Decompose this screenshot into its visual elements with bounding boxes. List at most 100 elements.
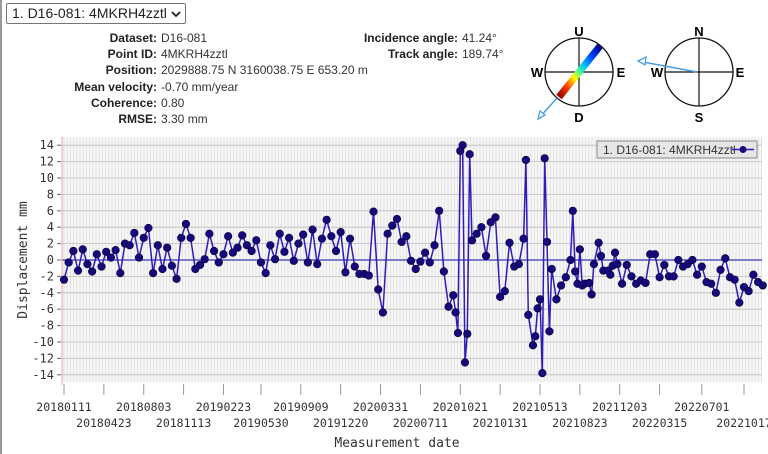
data-point[interactable]	[430, 241, 439, 250]
data-point[interactable]	[439, 267, 448, 276]
data-point[interactable]	[660, 260, 669, 270]
data-point[interactable]	[374, 285, 383, 294]
data-point[interactable]	[83, 260, 92, 269]
data-point[interactable]	[449, 291, 458, 300]
data-point[interactable]	[266, 241, 275, 250]
data-point[interactable]	[406, 256, 416, 265]
data-point[interactable]	[392, 214, 402, 224]
data-point[interactable]	[308, 225, 317, 234]
data-point[interactable]	[535, 295, 545, 304]
data-point[interactable]	[707, 279, 716, 288]
data-point[interactable]	[744, 287, 753, 296]
data-point[interactable]	[125, 241, 134, 250]
data-point[interactable]	[613, 260, 622, 269]
data-point[interactable]	[505, 238, 514, 247]
data-point[interactable]	[500, 287, 509, 296]
data-point[interactable]	[566, 255, 575, 265]
data-point[interactable]	[341, 268, 350, 277]
data-point[interactable]	[205, 229, 214, 238]
data-point[interactable]	[167, 261, 176, 270]
data-point[interactable]	[303, 258, 312, 267]
data-point[interactable]	[451, 308, 460, 317]
data-point[interactable]	[571, 267, 580, 276]
data-point[interactable]	[345, 234, 355, 243]
data-point[interactable]	[247, 246, 256, 256]
data-point[interactable]	[224, 232, 233, 241]
data-point[interactable]	[69, 246, 78, 256]
data-point[interactable]	[627, 272, 636, 281]
data-point[interactable]	[111, 246, 120, 255]
data-point[interactable]	[388, 221, 397, 230]
data-point[interactable]	[655, 273, 664, 282]
data-point[interactable]	[617, 279, 627, 288]
data-point[interactable]	[540, 154, 549, 163]
data-point[interactable]	[130, 228, 139, 238]
data-point[interactable]	[313, 260, 322, 269]
data-point[interactable]	[533, 304, 542, 313]
data-point[interactable]	[317, 234, 327, 243]
data-point[interactable]	[458, 141, 467, 150]
data-point[interactable]	[669, 272, 678, 281]
data-point[interactable]	[238, 231, 247, 240]
data-point[interactable]	[453, 328, 463, 338]
data-point[interactable]	[674, 255, 683, 265]
data-point[interactable]	[219, 250, 228, 259]
data-point[interactable]	[214, 258, 223, 267]
data-point[interactable]	[587, 290, 596, 299]
data-point[interactable]	[472, 229, 481, 238]
data-point[interactable]	[64, 258, 73, 267]
data-point[interactable]	[552, 295, 561, 304]
data-point[interactable]	[575, 245, 584, 254]
data-point[interactable]	[163, 243, 172, 252]
data-point[interactable]	[59, 275, 69, 284]
data-point[interactable]	[568, 206, 577, 215]
data-point[interactable]	[378, 308, 387, 317]
data-point[interactable]	[195, 260, 205, 270]
data-point[interactable]	[688, 255, 697, 265]
data-point[interactable]	[697, 262, 706, 271]
data-point[interactable]	[350, 262, 359, 271]
data-point[interactable]	[514, 260, 523, 269]
data-point[interactable]	[542, 237, 552, 247]
data-point[interactable]	[78, 245, 87, 254]
data-point[interactable]	[149, 269, 158, 278]
data-point[interactable]	[153, 241, 162, 250]
data-point[interactable]	[383, 229, 392, 238]
data-point[interactable]	[228, 248, 237, 257]
data-point[interactable]	[758, 281, 767, 290]
data-point[interactable]	[158, 264, 167, 274]
legend[interactable]: 1. D16-081: 4MKRH4zztl	[596, 140, 758, 159]
data-point[interactable]	[144, 223, 153, 233]
data-point[interactable]	[425, 258, 434, 267]
data-point[interactable]	[716, 265, 725, 274]
data-point[interactable]	[749, 270, 758, 279]
data-point[interactable]	[444, 302, 453, 311]
data-point[interactable]	[331, 246, 341, 256]
data-point[interactable]	[650, 250, 659, 259]
data-point[interactable]	[73, 266, 83, 275]
data-point[interactable]	[486, 218, 495, 227]
data-point[interactable]	[467, 236, 477, 245]
data-point[interactable]	[435, 206, 444, 215]
data-point[interactable]	[528, 341, 538, 350]
data-point[interactable]	[589, 260, 599, 269]
data-point[interactable]	[606, 270, 615, 279]
data-point[interactable]	[411, 264, 420, 274]
data-point[interactable]	[172, 274, 181, 283]
data-point[interactable]	[538, 369, 547, 378]
data-point[interactable]	[524, 310, 533, 320]
data-point[interactable]	[322, 215, 331, 224]
data-point[interactable]	[139, 233, 148, 242]
data-point[interactable]	[460, 358, 470, 367]
data-point[interactable]	[735, 298, 744, 307]
data-point[interactable]	[477, 223, 486, 232]
data-point[interactable]	[252, 236, 261, 245]
data-point[interactable]	[402, 232, 411, 241]
data-point[interactable]	[421, 248, 430, 257]
data-point[interactable]	[294, 239, 303, 248]
data-point[interactable]	[596, 251, 606, 260]
data-point[interactable]	[299, 230, 308, 239]
data-point[interactable]	[336, 228, 345, 237]
data-point[interactable]	[233, 243, 242, 252]
data-point[interactable]	[531, 332, 540, 341]
